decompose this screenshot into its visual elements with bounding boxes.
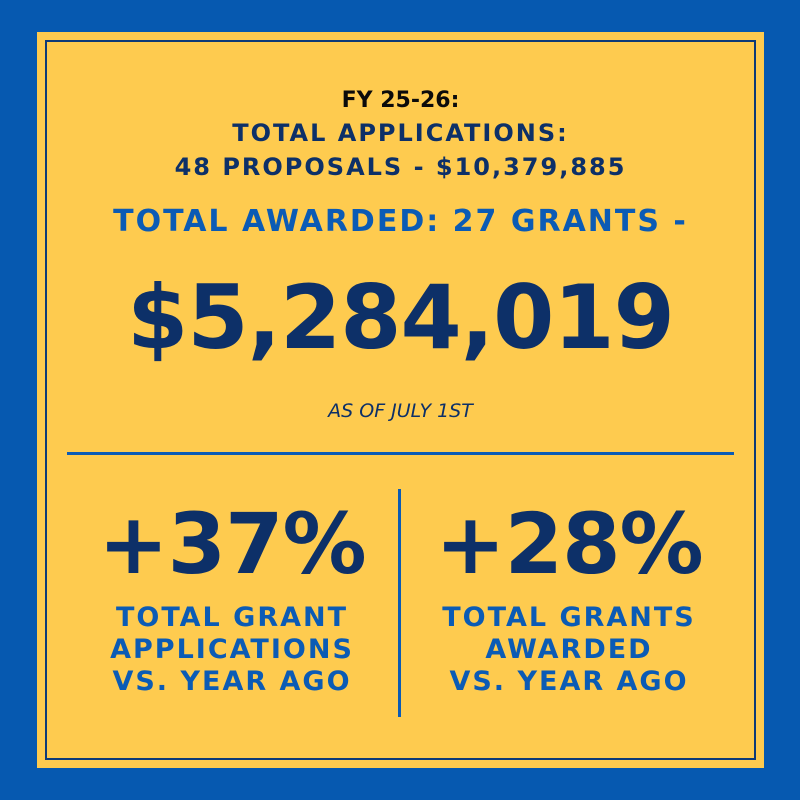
total-awarded-title: TOTAL AWARDED: 27 GRANTS - — [113, 204, 688, 239]
as-of-date: AS OF JULY 1ST — [328, 400, 473, 422]
infographic-card: FY 25-26: TOTAL APPLICATIONS: 48 PROPOSA… — [37, 32, 764, 768]
total-applications-detail: 48 PROPOSALS - $10,379,885 — [174, 153, 627, 181]
stat-awarded-label: TOTAL GRANTS AWARDED VS. YEAR AGO — [404, 602, 734, 698]
stat-awarded-value: +28% — [435, 495, 703, 593]
stat-awarded-label-line: TOTAL GRANTS — [442, 602, 696, 633]
horizontal-divider — [67, 452, 734, 455]
stat-applications-label-line: VS. YEAR AGO — [112, 666, 352, 697]
stat-applications-label-line: TOTAL GRANT — [115, 602, 349, 633]
stat-awarded-label-line: VS. YEAR AGO — [449, 666, 689, 697]
stat-applications-value: +37% — [98, 495, 366, 593]
stat-awarded-label-line: AWARDED — [485, 634, 653, 665]
stat-applications-label: TOTAL GRANT APPLICATIONS VS. YEAR AGO — [67, 602, 397, 698]
stat-applications-label-line: APPLICATIONS — [110, 634, 354, 665]
vertical-divider — [398, 489, 401, 717]
card-frame — [45, 40, 756, 760]
fiscal-year-heading: FY 25-26: — [341, 88, 460, 113]
stat-applications: +37% TOTAL GRANT APPLICATIONS VS. YEAR A… — [67, 494, 397, 698]
total-applications-title: TOTAL APPLICATIONS: — [232, 119, 569, 147]
stat-awarded: +28% TOTAL GRANTS AWARDED VS. YEAR AGO — [404, 494, 734, 698]
total-awarded-amount: $5,284,019 — [127, 266, 675, 369]
